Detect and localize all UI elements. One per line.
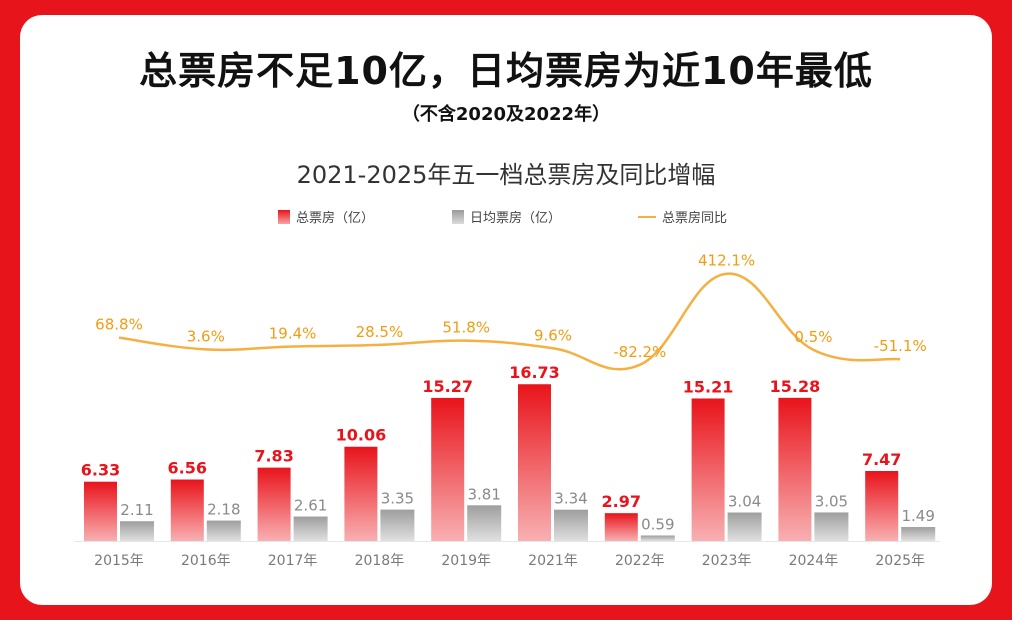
bar-daily-4 bbox=[467, 505, 502, 541]
legend-item-total: 总票房（亿） bbox=[278, 207, 374, 226]
bar-daily-9 bbox=[901, 527, 936, 541]
label-yoy-7: 412.1% bbox=[698, 252, 755, 270]
label-daily-3: 3.35 bbox=[381, 490, 414, 508]
label-daily-2: 2.61 bbox=[294, 497, 327, 515]
label-yoy-9: -51.1% bbox=[874, 337, 927, 355]
label-total-8: 15.28 bbox=[770, 377, 821, 396]
legend-label-yoy: 总票房同比 bbox=[662, 211, 728, 226]
bar-total-7 bbox=[691, 398, 725, 541]
label-total-5: 16.73 bbox=[509, 363, 560, 382]
label-daily-1: 2.18 bbox=[207, 501, 240, 519]
label-total-3: 10.06 bbox=[336, 426, 387, 445]
legend-label-daily: 日均票房（亿） bbox=[470, 211, 562, 226]
legend-item-daily: 日均票房（亿） bbox=[452, 207, 561, 226]
bar-daily-1 bbox=[206, 520, 241, 541]
label-daily-4: 3.81 bbox=[467, 485, 500, 503]
bar-total-1 bbox=[170, 479, 204, 541]
bar-daily-2 bbox=[293, 516, 328, 541]
bar-total-6 bbox=[604, 513, 638, 541]
label-yoy-8: 0.5% bbox=[794, 328, 832, 346]
bar-daily-0 bbox=[120, 521, 154, 541]
tick-label-2: 2017年 bbox=[268, 553, 318, 569]
tick-label-6: 2022年 bbox=[615, 553, 665, 569]
subheadline: （不含2020及2022年） bbox=[401, 104, 611, 125]
label-daily-6: 0.59 bbox=[641, 515, 674, 533]
bar-daily-3 bbox=[380, 509, 415, 541]
legend: 总票房（亿） 日均票房（亿） 总票房同比 bbox=[0, 207, 1012, 227]
legend-label-total: 总票房（亿） bbox=[296, 211, 375, 226]
tick-label-7: 2023年 bbox=[702, 553, 752, 569]
label-yoy-1: 3.6% bbox=[187, 327, 225, 345]
legend-item-yoy: 总票房同比 bbox=[638, 207, 727, 226]
bar-daily-5 bbox=[554, 509, 588, 541]
bar-total-0 bbox=[84, 481, 117, 541]
label-daily-8: 3.05 bbox=[815, 492, 848, 510]
label-yoy-5: 9.6% bbox=[534, 326, 572, 344]
tick-label-8: 2024年 bbox=[789, 553, 839, 569]
label-daily-5: 3.34 bbox=[554, 490, 587, 508]
tick-label-9: 2025年 bbox=[875, 553, 925, 569]
label-total-1: 6.56 bbox=[168, 459, 207, 478]
label-total-7: 15.21 bbox=[683, 377, 734, 396]
legend-swatch-daily bbox=[452, 209, 464, 224]
tick-label-4: 2019年 bbox=[441, 553, 491, 569]
tick-label-0: 2015年 bbox=[94, 553, 144, 569]
chart-title: 2021-2025年五一档总票房及同比增幅 bbox=[296, 161, 716, 189]
legend-swatch-total bbox=[278, 209, 290, 224]
bar-daily-7 bbox=[727, 512, 762, 541]
bar-total-9 bbox=[865, 471, 899, 541]
label-total-4: 15.27 bbox=[422, 377, 473, 396]
label-total-9: 7.47 bbox=[862, 450, 901, 469]
label-daily-9: 1.49 bbox=[901, 507, 934, 525]
label-total-6: 2.97 bbox=[602, 492, 641, 511]
label-yoy-4: 51.8% bbox=[442, 319, 490, 337]
legend-swatch-yoy bbox=[638, 215, 656, 218]
label-yoy-2: 19.4% bbox=[269, 325, 317, 343]
bar-total-2 bbox=[257, 467, 291, 541]
bar-total-3 bbox=[344, 446, 378, 541]
label-daily-0: 2.11 bbox=[120, 501, 153, 519]
bar-daily-8 bbox=[814, 512, 849, 541]
yoy-line bbox=[118, 272, 901, 371]
label-yoy-3: 28.5% bbox=[356, 323, 404, 341]
label-yoy-6: -82.2% bbox=[613, 343, 666, 361]
bar-total-4 bbox=[431, 397, 465, 541]
label-total-0: 6.33 bbox=[81, 461, 120, 480]
headline: 总票房不足10亿，日均票房为近10年最低 bbox=[139, 49, 873, 93]
tick-label-5: 2021年 bbox=[528, 553, 578, 569]
tick-label-3: 2018年 bbox=[355, 553, 405, 569]
label-daily-7: 3.04 bbox=[728, 493, 761, 511]
label-yoy-0: 68.8% bbox=[95, 316, 143, 334]
bar-total-8 bbox=[778, 397, 812, 541]
tick-label-1: 2016年 bbox=[181, 553, 231, 569]
label-total-2: 7.83 bbox=[254, 447, 293, 466]
bar-daily-6 bbox=[640, 535, 675, 541]
bar-total-5 bbox=[518, 384, 551, 541]
